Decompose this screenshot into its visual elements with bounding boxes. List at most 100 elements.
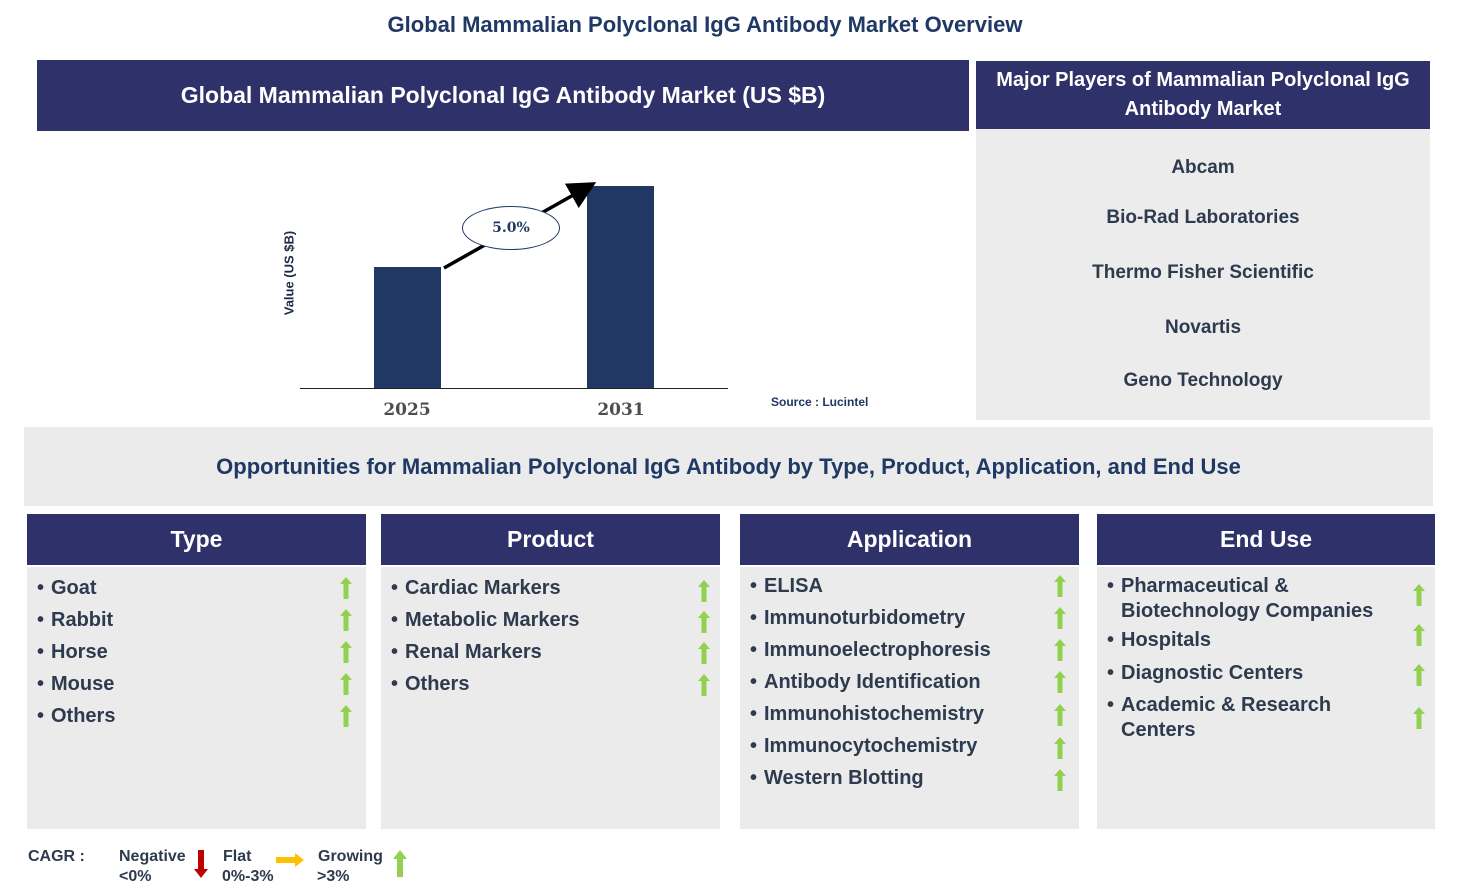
list-item: • Cardiac Markers bbox=[391, 576, 561, 601]
item-label: Immunoelectrophoresis bbox=[764, 639, 991, 661]
x-tick-2025: 2025 bbox=[383, 400, 431, 420]
growing-arrow-icon bbox=[1054, 639, 1066, 661]
source-label: Source : Lucintel bbox=[771, 395, 869, 409]
bullet: • bbox=[37, 673, 45, 695]
growing-arrow-icon bbox=[1054, 769, 1066, 791]
player-item: Thermo Fisher Scientific bbox=[1092, 262, 1314, 283]
players-header: Major Players of Mammalian Polyclonal Ig… bbox=[976, 61, 1430, 129]
segment-header-end-use: End Use bbox=[1097, 514, 1435, 565]
item-label: Pharmaceutical & bbox=[1121, 575, 1289, 597]
item-label: Western Blotting bbox=[764, 767, 924, 789]
segment-header-product: Product bbox=[381, 514, 720, 565]
item-label: Renal Markers bbox=[405, 641, 542, 663]
item-label: Diagnostic Centers bbox=[1121, 662, 1304, 684]
item-label: Hospitals bbox=[1121, 629, 1212, 651]
item-label: Metabolic Markers bbox=[405, 609, 580, 631]
legend-flat-range: 0%-3% bbox=[222, 868, 274, 885]
growing-arrow-icon bbox=[1054, 607, 1066, 629]
player-item: Geno Technology bbox=[1123, 370, 1283, 391]
bullet: • bbox=[750, 607, 758, 629]
player-item: Bio-Rad Laboratories bbox=[1106, 207, 1300, 228]
bullet: • bbox=[750, 703, 758, 725]
item-label: Horse bbox=[51, 641, 108, 663]
list-item: • Goat bbox=[37, 576, 97, 601]
item-label: Immunoturbidometry bbox=[764, 607, 966, 629]
legend-growing-range: >3% bbox=[317, 868, 350, 885]
segment-header-type: Type bbox=[27, 514, 366, 565]
bullet: • bbox=[750, 575, 758, 597]
list-item: • Others bbox=[37, 704, 115, 729]
growing-arrow-icon bbox=[698, 674, 710, 696]
item-label: Cardiac Markers bbox=[405, 577, 561, 599]
x-tick-2031: 2031 bbox=[597, 400, 645, 420]
item-label: Mouse bbox=[51, 673, 115, 695]
item-label: Immunohistochemistry bbox=[764, 703, 985, 725]
item-label: Others bbox=[405, 673, 470, 695]
cagr-bubble: 5.0% bbox=[462, 206, 560, 250]
growing-arrow-icon bbox=[340, 641, 352, 663]
growing-arrow-icon bbox=[340, 673, 352, 695]
list-item: • Hospitals bbox=[1107, 628, 1211, 653]
growing-arrow-icon bbox=[340, 705, 352, 727]
segment-list-type: • Goat • Rabbit • Horse • Mouse • Others bbox=[27, 567, 366, 829]
growing-arrow-icon bbox=[698, 611, 710, 633]
growing-arrow-icon bbox=[1413, 624, 1425, 646]
player-item: Novartis bbox=[1164, 317, 1242, 338]
bullet: • bbox=[37, 609, 45, 631]
growing-arrow-icon bbox=[698, 642, 710, 664]
growing-arrow-icon bbox=[1054, 737, 1066, 759]
legend-flat-name: Flat bbox=[223, 848, 252, 865]
bullet: • bbox=[1107, 629, 1115, 651]
list-item: • Diagnostic Centers bbox=[1107, 661, 1303, 686]
negative-arrow-icon bbox=[194, 850, 208, 878]
item-label: Academic & Research bbox=[1121, 694, 1332, 716]
list-item: • Immunoelectrophoresis bbox=[750, 638, 991, 663]
list-item: • Immunohistochemistry bbox=[750, 702, 984, 727]
bullet: • bbox=[391, 609, 399, 631]
bullet: • bbox=[391, 577, 399, 599]
players-list: Abcam Bio-Rad Laboratories Thermo Fisher… bbox=[976, 129, 1430, 420]
legend-label: CAGR : bbox=[28, 848, 85, 865]
list-item: • Mouse bbox=[37, 672, 114, 697]
bullet: • bbox=[37, 641, 45, 663]
growing-arrow-icon bbox=[1054, 575, 1066, 597]
list-item: • Immunoturbidometry bbox=[750, 606, 965, 631]
item-label-cont: Biotechnology Companies bbox=[1121, 600, 1374, 622]
growing-arrow-icon bbox=[1413, 664, 1425, 686]
list-item: • Immunocytochemistry bbox=[750, 734, 977, 759]
flat-arrow-icon bbox=[276, 853, 304, 867]
list-item: • Antibody Identification bbox=[750, 670, 981, 695]
segment-list-application: • ELISA • Immunoturbidometry • Immunoelectr… bbox=[740, 567, 1079, 829]
bullet: • bbox=[391, 673, 399, 695]
segment-header-application: Application bbox=[740, 514, 1079, 565]
y-axis-label: Value (US $B) bbox=[281, 230, 297, 316]
player-item: Abcam bbox=[1171, 157, 1235, 178]
bullet: • bbox=[37, 705, 45, 727]
item-label: Immunocytochemistry bbox=[764, 735, 978, 757]
list-item: • Renal Markers bbox=[391, 640, 542, 665]
growing-arrow-icon bbox=[698, 580, 710, 602]
item-label: Others bbox=[51, 705, 116, 727]
legend-negative-name: Negative bbox=[119, 848, 186, 865]
list-item: • Rabbit bbox=[37, 608, 113, 633]
growing-arrow-icon bbox=[1413, 584, 1425, 606]
page-title: Global Mammalian Polyclonal IgG Antibody… bbox=[387, 12, 1023, 37]
bullet: • bbox=[1107, 575, 1115, 597]
list-item: • Horse bbox=[37, 640, 108, 665]
bar-2031 bbox=[587, 186, 654, 388]
growing-arrow-icon bbox=[393, 850, 407, 877]
item-label: Antibody Identification bbox=[764, 671, 981, 693]
list-item: • ELISA bbox=[750, 574, 823, 599]
item-label-cont: Centers bbox=[1121, 719, 1196, 741]
segment-list-end-use: • Pharmaceutical & Biotechnology Companies… bbox=[1097, 567, 1435, 829]
list-item: • Academic & Research Centers bbox=[1107, 693, 1331, 743]
growing-arrow-icon bbox=[340, 577, 352, 599]
list-item: • Pharmaceutical & Biotechnology Companies bbox=[1107, 574, 1373, 624]
legend-negative-range: <0% bbox=[119, 868, 152, 885]
opportunities-banner: Opportunities for Mammalian Polyclonal I… bbox=[24, 427, 1433, 506]
item-label: ELISA bbox=[764, 575, 823, 597]
item-label: Goat bbox=[51, 577, 97, 599]
bullet: • bbox=[750, 639, 758, 661]
segment-list-product: • Cardiac Markers • Metabolic Markers • Ren… bbox=[381, 567, 720, 829]
bullet: • bbox=[391, 641, 399, 663]
